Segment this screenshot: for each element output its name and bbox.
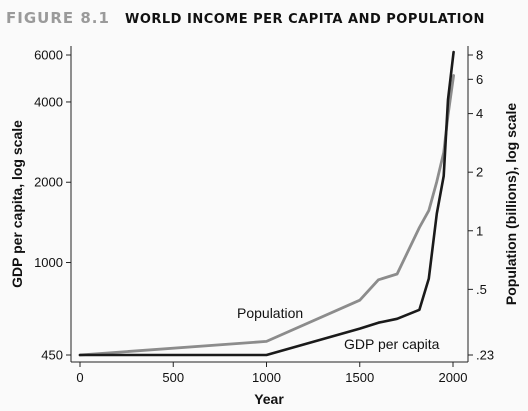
right-tick-label: 2 xyxy=(476,165,483,180)
x-tick-label: 1500 xyxy=(345,370,374,385)
x-tick-label: 0 xyxy=(76,370,83,385)
right-tick-label: 6 xyxy=(476,72,483,87)
ticks-layer: 0 500 1000 1500 2000 450 1000 2000 4000 6000 .23 .5… xyxy=(34,48,494,386)
x-tick-label: 2000 xyxy=(439,370,468,385)
figure-title: WORLD INCOME PER CAPITA AND POPULATION xyxy=(125,12,485,27)
gdp-annotation: GDP per capita xyxy=(344,336,440,352)
plot-area: 0 500 1000 1500 2000 450 1000 2000 4000 6000 .23 .5… xyxy=(34,46,494,385)
right-tick-label: .5 xyxy=(476,282,487,297)
right-tick-label: 8 xyxy=(476,48,483,63)
right-axis-title: Population (billions), log scale xyxy=(503,103,519,305)
right-tick-label: .23 xyxy=(476,348,494,363)
left-axis-title: GDP per capita, log scale xyxy=(9,120,25,288)
series-layer xyxy=(78,50,456,357)
left-tick-label: 450 xyxy=(41,348,63,363)
population-annotation: Population xyxy=(237,305,303,321)
right-tick-label: 4 xyxy=(476,106,483,121)
x-tick-label: 1000 xyxy=(252,370,281,385)
left-tick-label: 6000 xyxy=(34,48,63,63)
gdp-per-capita-line xyxy=(78,50,455,357)
left-tick-label: 4000 xyxy=(34,94,63,109)
x-tick-label: 500 xyxy=(162,370,184,385)
x-axis-title: Year xyxy=(254,391,284,407)
left-tick-label: 2000 xyxy=(34,175,63,190)
left-tick-label: 1000 xyxy=(34,255,63,270)
figure-label: FIGURE 8.1 xyxy=(6,9,110,27)
right-tick-label: 1 xyxy=(476,223,483,238)
